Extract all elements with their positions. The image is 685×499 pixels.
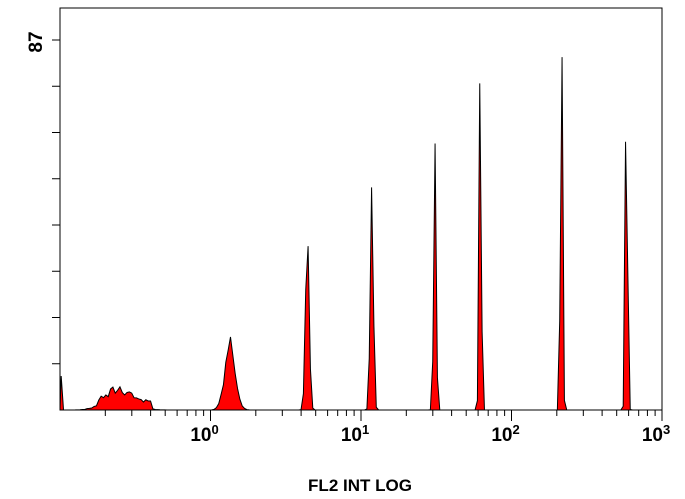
x-tick-label: 102 [491, 422, 519, 446]
x-tick-label: 103 [642, 422, 670, 446]
x-axis-title: FL2 INT LOG [308, 476, 412, 495]
x-tick-label: 101 [341, 422, 369, 446]
histogram-layer [59, 57, 662, 411]
histogram-fill [59, 57, 662, 411]
plot-area [59, 7, 663, 411]
y-max-label: 87 [26, 31, 47, 52]
x-tick-label: 100 [190, 422, 218, 446]
axis-layer: 100 101 102 103 [52, 39, 670, 446]
